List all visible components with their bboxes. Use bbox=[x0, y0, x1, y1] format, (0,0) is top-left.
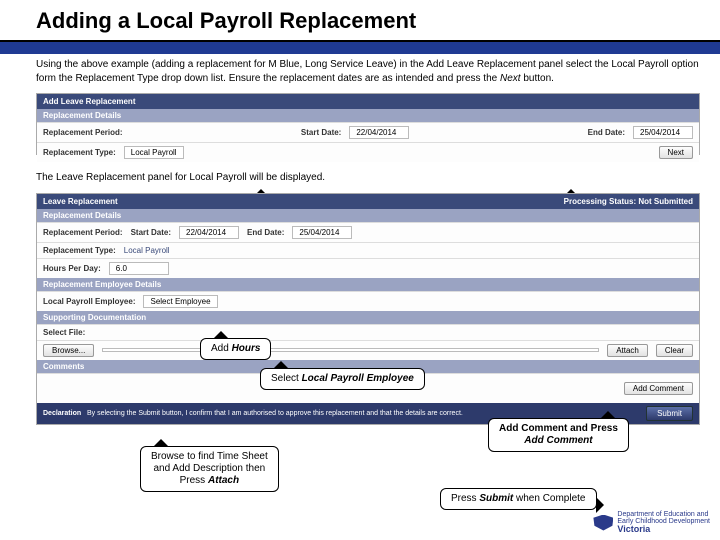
declaration-text: Declaration By selecting the Submit butt… bbox=[43, 410, 463, 417]
start-date[interactable]: 22/04/2014 bbox=[349, 126, 409, 139]
period-label: Replacement Period: bbox=[43, 128, 123, 137]
press-submit-pre: Press bbox=[451, 493, 479, 504]
intro-next: Next bbox=[500, 73, 521, 84]
emp-label: Local Payroll Employee: bbox=[43, 297, 135, 306]
callout-add-hours: Add Hours bbox=[200, 338, 271, 360]
sub-doc: Supporting Documentation bbox=[37, 311, 699, 324]
panel1-header: Add Leave Replacement bbox=[37, 94, 699, 109]
period-label2: Replacement Period: bbox=[43, 228, 123, 237]
sub-details: Replacement Details bbox=[37, 209, 699, 222]
browse-press: Press bbox=[180, 475, 208, 486]
file-label: Select File: bbox=[43, 328, 85, 337]
line2-text: The Leave Replacement panel for Local Pa… bbox=[0, 159, 720, 191]
panel2-type-row: Replacement Type: Local Payroll bbox=[37, 242, 699, 258]
intro-body: Using the above example (adding a replac… bbox=[36, 59, 699, 84]
add-comment-button[interactable]: Add Comment bbox=[624, 382, 693, 395]
footer-logo: Department of Education and Early Childh… bbox=[593, 511, 710, 534]
add-hours-pre: Add bbox=[211, 343, 232, 354]
panel2-title: Leave Replacement bbox=[43, 197, 118, 206]
emp-row: Local Payroll Employee: Select Employee bbox=[37, 291, 699, 311]
panel1-type-row: Replacement Type: Local Payroll Next bbox=[37, 142, 699, 162]
hours-label: Hours Per Day: bbox=[43, 264, 101, 273]
type-label2: Replacement Type: bbox=[43, 246, 116, 255]
panel1-sub: Replacement Details bbox=[37, 109, 699, 122]
file-row: Select File: bbox=[37, 324, 699, 340]
attach-button[interactable]: Attach bbox=[607, 344, 648, 357]
type-label: Replacement Type: bbox=[43, 148, 116, 157]
emp-select[interactable]: Select Employee bbox=[143, 295, 217, 308]
intro-tail: button. bbox=[521, 73, 554, 84]
callout-press-submit: Press Submit when Complete bbox=[440, 488, 597, 510]
end-label: End Date: bbox=[588, 128, 625, 137]
callout-add-comment: Add Comment and Press Add Comment bbox=[488, 418, 629, 452]
select-emp-it: Local Payroll Employee bbox=[302, 373, 414, 384]
intro-text: Using the above example (adding a replac… bbox=[0, 54, 720, 91]
add-comment-l2: Add Comment bbox=[524, 435, 592, 446]
end-label2: End Date: bbox=[247, 228, 284, 237]
browse-l2: and Add Description then bbox=[153, 463, 265, 474]
panel1-period-row: Replacement Period: Start Date: 22/04/20… bbox=[37, 122, 699, 142]
page-title: Adding a Local Payroll Replacement bbox=[0, 0, 720, 42]
select-emp-pre: Select bbox=[271, 373, 302, 384]
end-date[interactable]: 25/04/2014 bbox=[633, 126, 693, 139]
browse-button[interactable]: Browse... bbox=[43, 344, 94, 357]
start-label2: Start Date: bbox=[131, 228, 171, 237]
panel-add-leave-replacement: Add Leave Replacement Replacement Detail… bbox=[36, 93, 700, 155]
title-underline-bar bbox=[0, 42, 720, 54]
logo-brand: Victoria bbox=[617, 525, 710, 534]
callout-select-employee: Select Local Payroll Employee bbox=[260, 368, 425, 390]
victoria-text: Department of Education and Early Childh… bbox=[617, 511, 710, 534]
type-select[interactable]: Local Payroll bbox=[124, 146, 184, 159]
declaration-label: Declaration bbox=[43, 410, 81, 417]
next-button[interactable]: Next bbox=[659, 146, 693, 159]
clear-button[interactable]: Clear bbox=[656, 344, 693, 357]
victoria-crest-icon bbox=[593, 515, 613, 531]
file-path-field[interactable] bbox=[102, 348, 599, 352]
hours-input[interactable]: 6.0 bbox=[109, 262, 169, 275]
file-row2: Browse... Attach Clear bbox=[37, 340, 699, 360]
panel2-period-row: Replacement Period: Start Date: 22/04/20… bbox=[37, 222, 699, 242]
type-val2: Local Payroll bbox=[124, 246, 170, 255]
add-comment-l1: Add Comment and Press bbox=[499, 423, 618, 434]
add-hours-it: Hours bbox=[232, 343, 261, 354]
start-date2[interactable]: 22/04/2014 bbox=[179, 226, 239, 239]
declaration-body: By selecting the Submit button, I confir… bbox=[87, 410, 463, 417]
logo-line1: Department of Education and bbox=[617, 511, 710, 518]
sub-emp: Replacement Employee Details bbox=[37, 278, 699, 291]
browse-l1: Browse to find Time Sheet bbox=[151, 451, 268, 462]
panel2-hours-row: Hours Per Day: 6.0 bbox=[37, 258, 699, 278]
submit-button[interactable]: Submit bbox=[646, 406, 693, 421]
end-date2[interactable]: 25/04/2014 bbox=[292, 226, 352, 239]
browse-attach-it: Attach bbox=[208, 475, 239, 486]
panel2-header: Leave Replacement Processing Status: Not… bbox=[37, 194, 699, 209]
press-submit-it: Submit bbox=[479, 493, 513, 504]
processing-status: Processing Status: Not Submitted bbox=[564, 197, 693, 206]
press-submit-post: when Complete bbox=[513, 493, 585, 504]
callout-browse-attach: Browse to find Time Sheet and Add Descri… bbox=[140, 446, 279, 492]
start-label: Start Date: bbox=[301, 128, 341, 137]
